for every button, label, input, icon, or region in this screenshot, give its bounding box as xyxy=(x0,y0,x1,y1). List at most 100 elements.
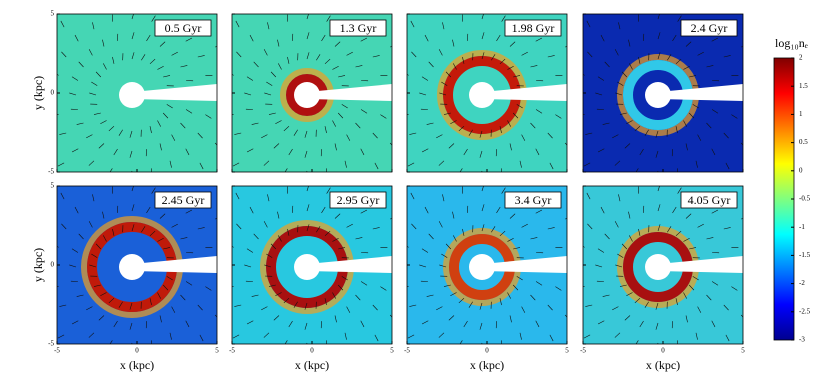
velocity-arrow xyxy=(655,302,659,310)
label-box xyxy=(504,19,562,37)
wedge xyxy=(482,84,567,101)
velocity-arrow xyxy=(692,276,699,281)
velocity-arrow xyxy=(86,134,93,139)
velocity-arrow xyxy=(355,294,361,301)
velocity-arrow xyxy=(754,267,761,269)
velocity-arrow xyxy=(564,314,567,318)
velocity-arrow xyxy=(332,66,339,70)
velocity-arrow xyxy=(205,286,212,291)
velocity-arrow xyxy=(519,332,522,340)
velocity-arrow xyxy=(304,302,308,310)
velocity-arrow xyxy=(740,314,743,318)
velocity-arrow xyxy=(706,178,708,185)
velocity-arrow xyxy=(273,315,280,321)
velocity-arrow xyxy=(695,160,698,168)
y-axis-label: y (kpc) xyxy=(31,248,45,282)
velocity-arrow xyxy=(86,306,93,311)
velocity-arrow xyxy=(723,227,731,230)
velocity-arrow xyxy=(306,14,309,20)
velocity-arrow xyxy=(621,71,628,78)
velocity-arrow xyxy=(355,7,360,12)
velocity-arrow xyxy=(452,39,455,47)
velocity-arrow xyxy=(180,237,188,240)
velocity-arrow xyxy=(78,61,84,68)
velocity-arrow xyxy=(246,76,254,81)
velocity-arrow xyxy=(214,142,217,146)
velocity-arrow xyxy=(171,223,178,228)
velocity-arrow xyxy=(555,286,562,291)
velocity-arrow xyxy=(91,81,98,86)
velocity-arrow xyxy=(629,235,633,242)
velocity-arrow xyxy=(685,143,688,151)
velocity-arrow xyxy=(346,134,351,141)
velocity-arrow xyxy=(586,20,591,28)
velocity-arrow xyxy=(481,224,485,232)
velocity-arrow xyxy=(634,125,641,132)
velocity-arrow xyxy=(595,92,603,96)
velocity-arrow xyxy=(76,122,84,125)
velocity-arrow xyxy=(614,332,621,338)
velocity-arrow xyxy=(468,301,473,308)
velocity-arrow xyxy=(509,315,512,323)
velocity-arrow xyxy=(426,122,434,125)
velocity-arrow xyxy=(270,71,277,78)
velocity-arrow xyxy=(253,233,259,240)
velocity-arrow xyxy=(535,281,543,286)
velocity-arrow xyxy=(605,350,610,355)
velocity-arrow xyxy=(706,237,714,240)
velocity-arrow xyxy=(741,218,743,220)
velocity-arrow xyxy=(407,245,409,248)
velocity-arrow xyxy=(585,132,593,135)
velocity-arrow xyxy=(392,143,399,145)
panel-label: 2.45 Gyr xyxy=(162,193,205,207)
velocity-arrow xyxy=(151,187,156,194)
velocity-arrow xyxy=(253,61,259,68)
velocity-arrow xyxy=(157,0,161,2)
velocity-arrow xyxy=(439,264,447,268)
velocity-arrow xyxy=(575,93,582,95)
velocity-arrow xyxy=(608,5,610,12)
velocity-arrow xyxy=(215,46,217,48)
velocity-arrow xyxy=(509,143,512,151)
velocity-arrow xyxy=(316,226,321,233)
velocity-arrow xyxy=(287,228,290,236)
velocity-arrow xyxy=(587,223,593,230)
velocity-arrow xyxy=(129,302,133,310)
velocity-arrow xyxy=(675,126,678,134)
velocity-arrow xyxy=(131,204,135,212)
velocity-arrow xyxy=(100,120,107,124)
velocity-arrow xyxy=(42,143,49,145)
velocity-arrow xyxy=(304,130,308,138)
velocity-arrow xyxy=(113,148,118,156)
velocity-arrow xyxy=(459,168,463,172)
velocity-arrow xyxy=(57,73,59,76)
map xyxy=(57,186,217,344)
velocity-arrow xyxy=(306,186,309,192)
velocity-arrow xyxy=(293,129,298,136)
velocity-arrow xyxy=(453,235,457,242)
velocity-arrow xyxy=(638,228,641,236)
velocity-arrow xyxy=(162,284,169,291)
velocity-arrow xyxy=(432,5,434,12)
velocity-arrow xyxy=(131,52,135,60)
velocity-arrow xyxy=(267,194,270,202)
velocity-arrow xyxy=(57,334,65,339)
velocity-arrow xyxy=(635,340,639,344)
velocity-arrow xyxy=(619,112,627,115)
x-axis-label: x (kpc) xyxy=(120,358,154,372)
velocity-arrow xyxy=(618,194,621,202)
velocity-arrow xyxy=(644,301,649,308)
velocity-arrow xyxy=(436,306,443,311)
velocity-arrow xyxy=(419,264,427,268)
velocity-arrow xyxy=(344,332,347,340)
velocity-arrow xyxy=(429,178,434,183)
velocity-arrow xyxy=(102,211,105,219)
velocity-arrow xyxy=(706,7,711,12)
velocity-arrow xyxy=(512,284,519,291)
velocity-arrow xyxy=(321,34,326,42)
velocity-arrow xyxy=(171,134,176,141)
velocity-arrow xyxy=(657,186,660,192)
velocity-arrow xyxy=(59,132,67,135)
velocity-arrow xyxy=(499,126,502,134)
velocity-arrow xyxy=(614,160,621,166)
